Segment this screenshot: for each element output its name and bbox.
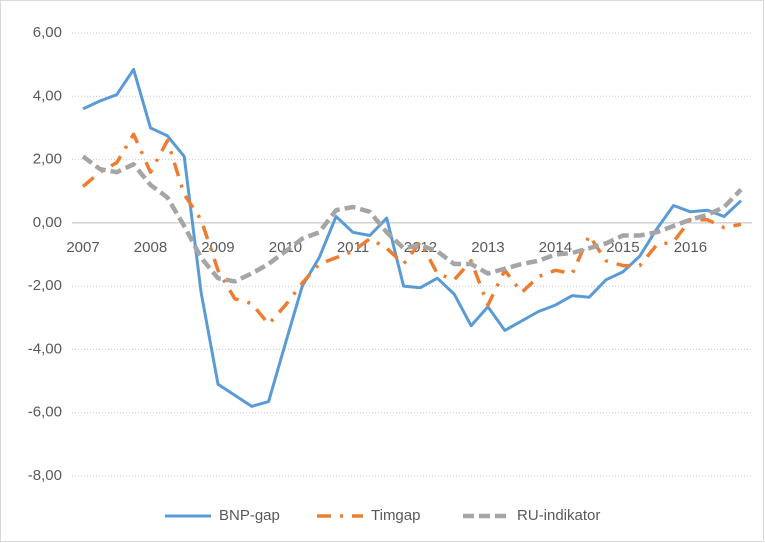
y-tick-label: 2,00 bbox=[33, 151, 62, 168]
line-series bbox=[81, 132, 742, 326]
legend-label: Timgap bbox=[371, 507, 420, 524]
y-tick-label: -4,00 bbox=[28, 340, 62, 357]
x-tick-label: 2009 bbox=[201, 239, 234, 256]
line-series bbox=[82, 67, 743, 408]
line-series bbox=[81, 154, 743, 284]
y-tick-label: -8,00 bbox=[28, 467, 62, 484]
legend-label: RU-indikator bbox=[517, 507, 600, 524]
y-tick-label: 4,00 bbox=[33, 87, 62, 104]
x-tick-label: 2008 bbox=[134, 239, 167, 256]
y-tick-label: 0,00 bbox=[33, 214, 62, 231]
legend-label: BNP-gap bbox=[219, 507, 280, 524]
y-tick-label: -2,00 bbox=[28, 277, 62, 294]
x-tick-label: 2016 bbox=[674, 239, 707, 256]
x-tick-label: 2013 bbox=[471, 239, 504, 256]
y-tick-label: 6,00 bbox=[33, 24, 62, 41]
y-tick-label: -6,00 bbox=[28, 404, 62, 421]
x-tick-label: 2007 bbox=[66, 239, 99, 256]
x-tick-label: 2015 bbox=[606, 239, 639, 256]
